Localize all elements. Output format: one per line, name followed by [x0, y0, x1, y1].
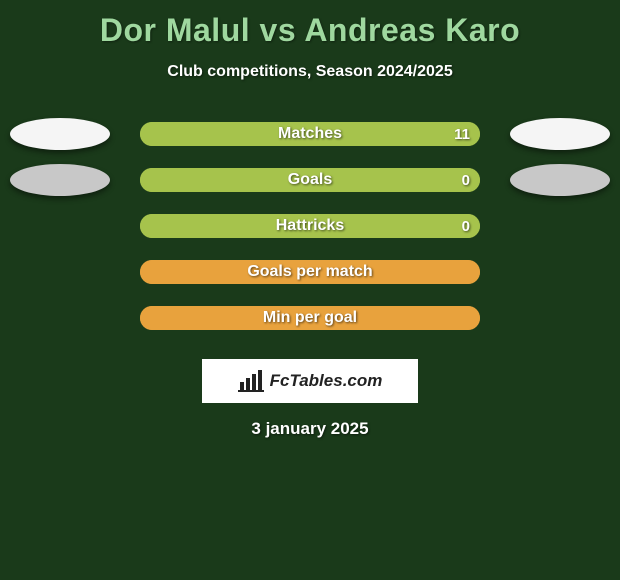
comparison-row: Matches11 [0, 111, 620, 157]
left-ellipse [10, 118, 110, 150]
right-ellipse [510, 118, 610, 150]
page-subtitle: Club competitions, Season 2024/2025 [0, 63, 620, 81]
comparison-row: Goals per match [0, 249, 620, 295]
bar-chart-icon [238, 370, 264, 392]
bar-fill-right [140, 260, 480, 284]
comparison-rows: Matches11 Goals0 Hattricks0 Goals per match… [0, 111, 620, 341]
right-ellipse [510, 164, 610, 196]
comparison-row: Hattricks0 [0, 203, 620, 249]
stat-bar: Matches11 [140, 122, 480, 146]
bar-fill-right [140, 214, 480, 238]
bar-fill-right [140, 122, 480, 146]
stat-bar: Hattricks0 [140, 214, 480, 238]
footer-date: 3 january 2025 [0, 419, 620, 439]
comparison-row: Min per goal [0, 295, 620, 341]
left-ellipse [10, 164, 110, 196]
stat-bar: Goals0 [140, 168, 480, 192]
logo-text: FcTables.com [270, 371, 383, 391]
stat-bar: Goals per match [140, 260, 480, 284]
bar-fill-right [140, 306, 480, 330]
stat-bar: Min per goal [140, 306, 480, 330]
comparison-row: Goals0 [0, 157, 620, 203]
bar-fill-right [140, 168, 480, 192]
page-title: Dor Malul vs Andreas Karo [0, 0, 620, 49]
logo-box: FcTables.com [202, 359, 418, 403]
